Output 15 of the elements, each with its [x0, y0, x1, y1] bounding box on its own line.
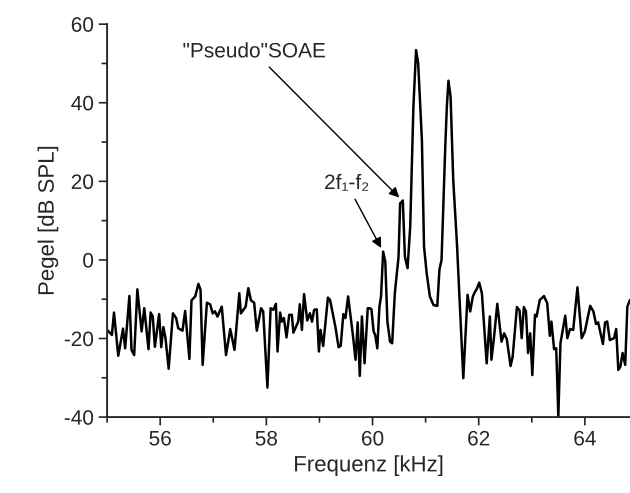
x-tick-label: 58 — [256, 430, 278, 446]
annotation: 2f₁-f₂ — [325, 174, 368, 191]
y-tick-label: 20 — [72, 174, 94, 190]
x-axis-title: Frequenz [kHz] — [295, 455, 442, 476]
x-tick-label: 60 — [362, 430, 384, 446]
x-tick-label: 64 — [574, 430, 596, 446]
y-tick-label: 60 — [72, 17, 94, 32]
y-tick-label: -20 — [64, 331, 94, 346]
annotation: "Pseudo"SOAE — [183, 42, 325, 58]
y-axis-title: Pegel [dB SPL] — [38, 146, 58, 294]
y-tick-label: 0 — [83, 252, 94, 268]
y-tick-label: -40 — [64, 410, 94, 425]
x-tick-label: 62 — [468, 430, 490, 446]
x-tick-label: 56 — [149, 430, 171, 446]
y-tick-label: 40 — [71, 96, 94, 110]
